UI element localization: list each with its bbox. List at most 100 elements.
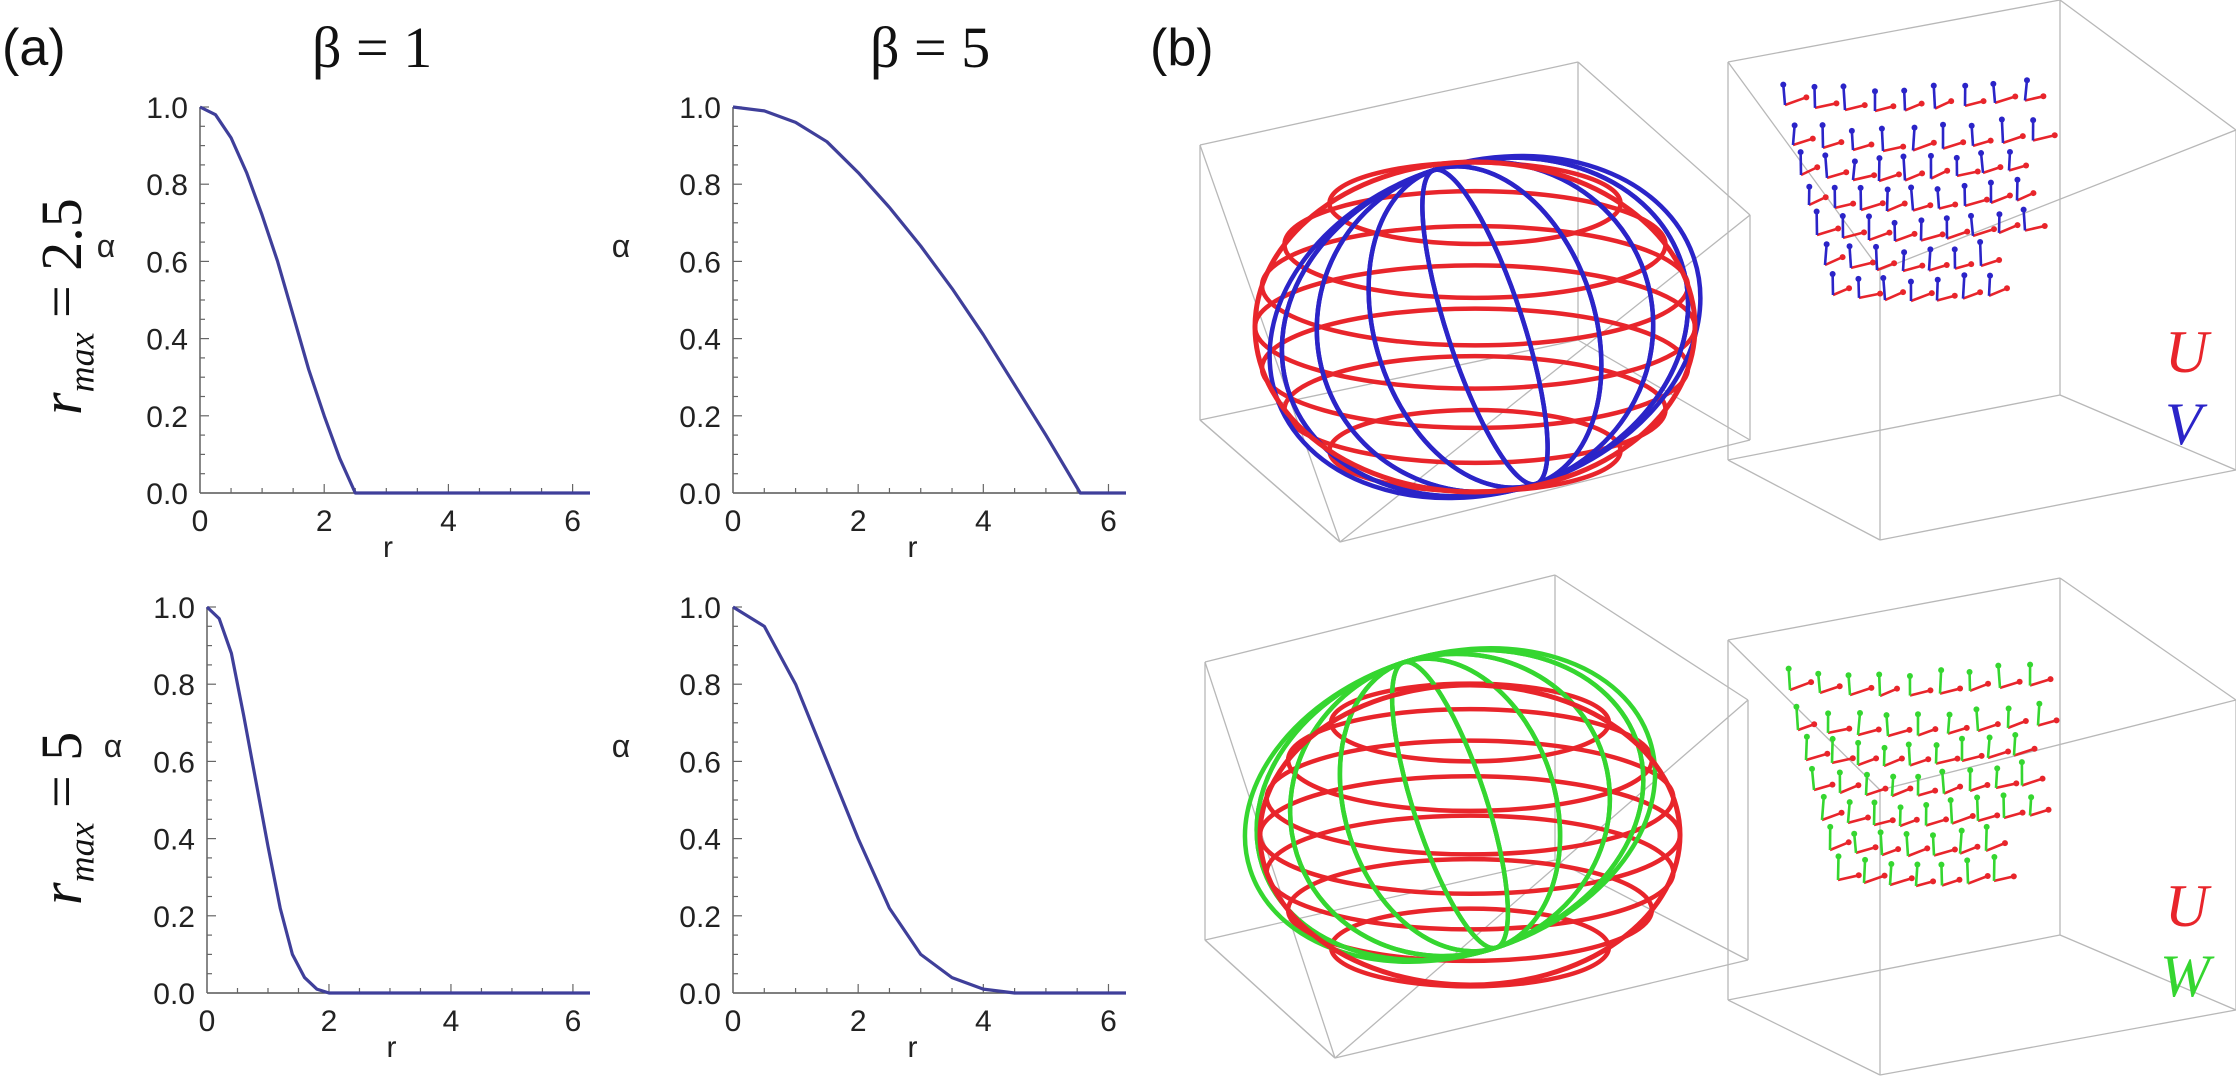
- arrowhead-u: [2019, 809, 2026, 816]
- x-tick-label: 0: [192, 505, 209, 538]
- arrowhead-u: [1943, 816, 1950, 823]
- arrowhead-v: [1840, 83, 1847, 90]
- arrowhead-u: [1850, 200, 1857, 207]
- arrow-v: [1969, 215, 1975, 236]
- y-tick-label: 0.0: [153, 978, 195, 1011]
- arrowhead-v: [1891, 219, 1898, 226]
- arrow-u: [1902, 264, 1923, 273]
- arrowhead-u: [1889, 817, 1896, 824]
- arrowhead-u: [1846, 285, 1853, 292]
- arrowhead-u: [1895, 846, 1902, 853]
- arrow-w: [2028, 797, 2033, 816]
- arrowhead-u: [2047, 676, 2054, 683]
- arrowhead-v: [1911, 124, 1918, 131]
- arrowhead-u: [1869, 259, 1876, 266]
- arrowhead-u: [1835, 225, 1842, 232]
- arrow-u: [1874, 104, 1894, 113]
- arrowhead-u: [1838, 139, 1845, 146]
- arrowhead-u: [1978, 752, 1985, 759]
- y-tick-label: 0.4: [153, 824, 195, 857]
- arrow-u: [2029, 677, 2051, 687]
- arrowhead-v: [1998, 116, 2005, 123]
- y-tick-label: 1.0: [679, 92, 721, 125]
- arrowhead-w: [1958, 827, 1965, 834]
- arrow-v: [1987, 275, 1992, 296]
- arrow-u: [1814, 102, 1837, 110]
- arrow-u: [1857, 757, 1877, 767]
- arrow-u: [1980, 258, 2000, 268]
- arrowhead-w: [1946, 711, 1953, 718]
- row-label-symbol: r: [29, 392, 94, 415]
- arrowhead-u: [1918, 100, 1925, 107]
- arrowhead-w: [1876, 671, 1883, 678]
- arrow-v: [2000, 119, 2005, 143]
- y-tick-label: 1.0: [153, 592, 195, 625]
- arrow-v: [1909, 187, 1915, 211]
- x-tick-label: 0: [199, 1005, 216, 1038]
- arrowhead-u: [2016, 678, 2023, 685]
- arrowhead-v: [1951, 246, 1958, 253]
- arrow-v: [1813, 86, 1817, 108]
- arrowhead-u: [2006, 192, 2013, 199]
- arrow-u: [1891, 787, 1911, 798]
- arrow-u: [1925, 818, 1947, 827]
- arrow-u: [1962, 291, 1981, 300]
- field-line-u: [1328, 906, 1612, 989]
- arrowhead-v: [1908, 184, 1915, 191]
- arrowhead-u: [1898, 755, 1905, 762]
- x-tick-label: 4: [975, 505, 992, 538]
- arrowhead-u: [1932, 726, 1939, 733]
- arrow-u: [1988, 287, 2008, 298]
- arrowhead-w: [1933, 742, 1940, 749]
- panel-label-b: (b): [1150, 19, 1214, 77]
- arrowhead-u: [1803, 94, 1810, 101]
- arrowhead-w: [1862, 856, 1869, 863]
- box-edge: [2059, 577, 2236, 701]
- arrow-u: [1987, 750, 2009, 760]
- arrow-u: [2037, 719, 2057, 727]
- arrow-v: [1850, 130, 1855, 151]
- box-edge: [1879, 1009, 2236, 1076]
- arrowhead-u: [1833, 100, 1840, 107]
- arrow-u: [1994, 95, 2016, 105]
- arrow-u: [1999, 680, 2021, 690]
- arrowhead-v: [1961, 182, 1968, 189]
- arrowhead-w: [1995, 662, 2002, 669]
- arrow-v: [2007, 151, 2012, 171]
- arrowhead-u: [1980, 98, 1987, 105]
- legend-bottom-u: U: [2165, 873, 2209, 939]
- arrow-u: [1876, 262, 1895, 272]
- box-edge: [1727, 639, 1881, 791]
- arrowhead-u: [1845, 839, 1852, 846]
- arrow-v: [1936, 188, 1941, 209]
- box-bottom-right: [1727, 577, 2236, 1076]
- arrowhead-v: [1846, 243, 1853, 250]
- field-line-v: [1420, 167, 1550, 487]
- arrowhead-v: [1857, 184, 1864, 191]
- arrow-w: [1986, 737, 1991, 758]
- arrowhead-u: [1927, 687, 1934, 694]
- box-edge: [1204, 939, 1336, 1059]
- arrowhead-u: [1873, 755, 1880, 762]
- alpha-curve: [732, 605, 1126, 995]
- arrowhead-v: [1961, 272, 1968, 279]
- arrowhead-u: [1944, 167, 1951, 174]
- arrowhead-v: [1797, 149, 1804, 156]
- box-edge: [1727, 61, 1881, 271]
- arrowhead-w: [1929, 832, 1936, 839]
- x-tick-label: 0: [725, 1005, 742, 1038]
- y-tick-label: 0.8: [679, 669, 721, 702]
- arrow-u: [1961, 754, 1982, 763]
- arrowhead-u: [2045, 806, 2052, 813]
- arrow-u: [1912, 203, 1931, 212]
- arrowhead-v: [1865, 213, 1872, 220]
- y-tick-label: 0.6: [679, 746, 721, 779]
- arrowhead-w: [1905, 741, 1912, 748]
- arrow-u: [1935, 757, 1958, 765]
- x-tick-label: 2: [850, 1005, 867, 1038]
- arrow-w: [1804, 736, 1809, 761]
- arrowhead-u: [2030, 190, 2037, 197]
- arrow-u: [1839, 784, 1859, 795]
- arrowhead-u: [1939, 231, 1946, 238]
- arrowhead-u: [1994, 721, 2001, 728]
